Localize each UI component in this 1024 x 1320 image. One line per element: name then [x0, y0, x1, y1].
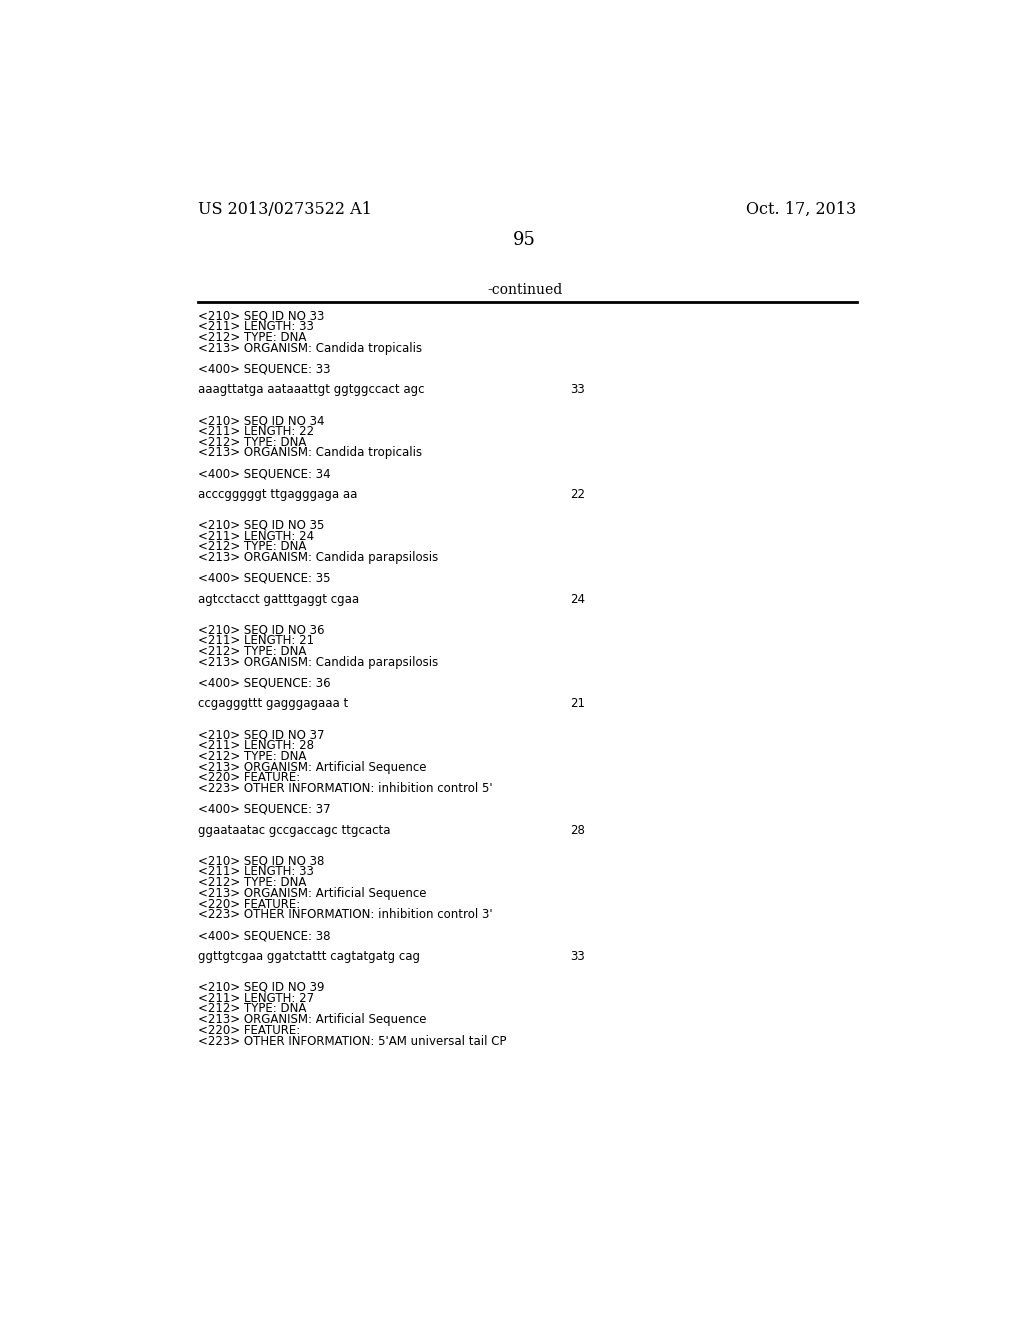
- Text: <212> TYPE: DNA: <212> TYPE: DNA: [198, 876, 306, 890]
- Text: <213> ORGANISM: Candida parapsilosis: <213> ORGANISM: Candida parapsilosis: [198, 552, 438, 564]
- Text: <212> TYPE: DNA: <212> TYPE: DNA: [198, 331, 306, 345]
- Text: <400> SEQUENCE: 37: <400> SEQUENCE: 37: [198, 803, 331, 816]
- Text: <220> FEATURE:: <220> FEATURE:: [198, 1024, 300, 1038]
- Text: 33: 33: [569, 383, 585, 396]
- Text: 28: 28: [569, 824, 585, 837]
- Text: <220> FEATURE:: <220> FEATURE:: [198, 898, 300, 911]
- Text: <212> TYPE: DNA: <212> TYPE: DNA: [198, 645, 306, 659]
- Text: <213> ORGANISM: Candida tropicalis: <213> ORGANISM: Candida tropicalis: [198, 446, 422, 459]
- Text: <211> LENGTH: 22: <211> LENGTH: 22: [198, 425, 314, 438]
- Text: <211> LENGTH: 33: <211> LENGTH: 33: [198, 321, 313, 333]
- Text: <210> SEQ ID NO 37: <210> SEQ ID NO 37: [198, 729, 325, 742]
- Text: Oct. 17, 2013: Oct. 17, 2013: [746, 201, 856, 218]
- Text: <211> LENGTH: 27: <211> LENGTH: 27: [198, 991, 314, 1005]
- Text: <211> LENGTH: 33: <211> LENGTH: 33: [198, 866, 313, 878]
- Text: <223> OTHER INFORMATION: inhibition control 3': <223> OTHER INFORMATION: inhibition cont…: [198, 908, 493, 921]
- Text: 95: 95: [513, 231, 537, 248]
- Text: <210> SEQ ID NO 33: <210> SEQ ID NO 33: [198, 309, 325, 322]
- Text: <213> ORGANISM: Candida tropicalis: <213> ORGANISM: Candida tropicalis: [198, 342, 422, 355]
- Text: <210> SEQ ID NO 39: <210> SEQ ID NO 39: [198, 981, 325, 994]
- Text: <400> SEQUENCE: 34: <400> SEQUENCE: 34: [198, 467, 331, 480]
- Text: <223> OTHER INFORMATION: inhibition control 5': <223> OTHER INFORMATION: inhibition cont…: [198, 781, 493, 795]
- Text: <213> ORGANISM: Candida parapsilosis: <213> ORGANISM: Candida parapsilosis: [198, 656, 438, 669]
- Text: <212> TYPE: DNA: <212> TYPE: DNA: [198, 1002, 306, 1015]
- Text: <213> ORGANISM: Artificial Sequence: <213> ORGANISM: Artificial Sequence: [198, 887, 426, 900]
- Text: US 2013/0273522 A1: US 2013/0273522 A1: [198, 201, 372, 218]
- Text: 33: 33: [569, 950, 585, 964]
- Text: <211> LENGTH: 24: <211> LENGTH: 24: [198, 529, 314, 543]
- Text: <211> LENGTH: 28: <211> LENGTH: 28: [198, 739, 313, 752]
- Text: <210> SEQ ID NO 35: <210> SEQ ID NO 35: [198, 519, 325, 532]
- Text: <400> SEQUENCE: 38: <400> SEQUENCE: 38: [198, 929, 331, 942]
- Text: <400> SEQUENCE: 35: <400> SEQUENCE: 35: [198, 572, 331, 585]
- Text: aaagttatga aataaattgt ggtggccact agc: aaagttatga aataaattgt ggtggccact agc: [198, 383, 424, 396]
- Text: <223> OTHER INFORMATION: 5'AM universal tail CP: <223> OTHER INFORMATION: 5'AM universal …: [198, 1035, 506, 1048]
- Text: <212> TYPE: DNA: <212> TYPE: DNA: [198, 436, 306, 449]
- Text: ggaataatac gccgaccagc ttgcacta: ggaataatac gccgaccagc ttgcacta: [198, 824, 390, 837]
- Text: 22: 22: [569, 488, 585, 502]
- Text: agtcctacct gatttgaggt cgaa: agtcctacct gatttgaggt cgaa: [198, 593, 358, 606]
- Text: ccgagggttt gagggagaaa t: ccgagggttt gagggagaaa t: [198, 697, 348, 710]
- Text: <213> ORGANISM: Artificial Sequence: <213> ORGANISM: Artificial Sequence: [198, 760, 426, 774]
- Text: ggttgtcgaa ggatctattt cagtatgatg cag: ggttgtcgaa ggatctattt cagtatgatg cag: [198, 950, 420, 964]
- Text: <400> SEQUENCE: 36: <400> SEQUENCE: 36: [198, 677, 331, 689]
- Text: <212> TYPE: DNA: <212> TYPE: DNA: [198, 750, 306, 763]
- Text: -continued: -continued: [487, 284, 562, 297]
- Text: <220> FEATURE:: <220> FEATURE:: [198, 771, 300, 784]
- Text: acccgggggt ttgagggaga aa: acccgggggt ttgagggaga aa: [198, 488, 357, 502]
- Text: 21: 21: [569, 697, 585, 710]
- Text: <212> TYPE: DNA: <212> TYPE: DNA: [198, 540, 306, 553]
- Text: <213> ORGANISM: Artificial Sequence: <213> ORGANISM: Artificial Sequence: [198, 1014, 426, 1026]
- Text: <210> SEQ ID NO 34: <210> SEQ ID NO 34: [198, 414, 325, 428]
- Text: 24: 24: [569, 593, 585, 606]
- Text: <211> LENGTH: 21: <211> LENGTH: 21: [198, 635, 314, 647]
- Text: <400> SEQUENCE: 33: <400> SEQUENCE: 33: [198, 363, 331, 375]
- Text: <210> SEQ ID NO 36: <210> SEQ ID NO 36: [198, 623, 325, 636]
- Text: <210> SEQ ID NO 38: <210> SEQ ID NO 38: [198, 854, 325, 867]
